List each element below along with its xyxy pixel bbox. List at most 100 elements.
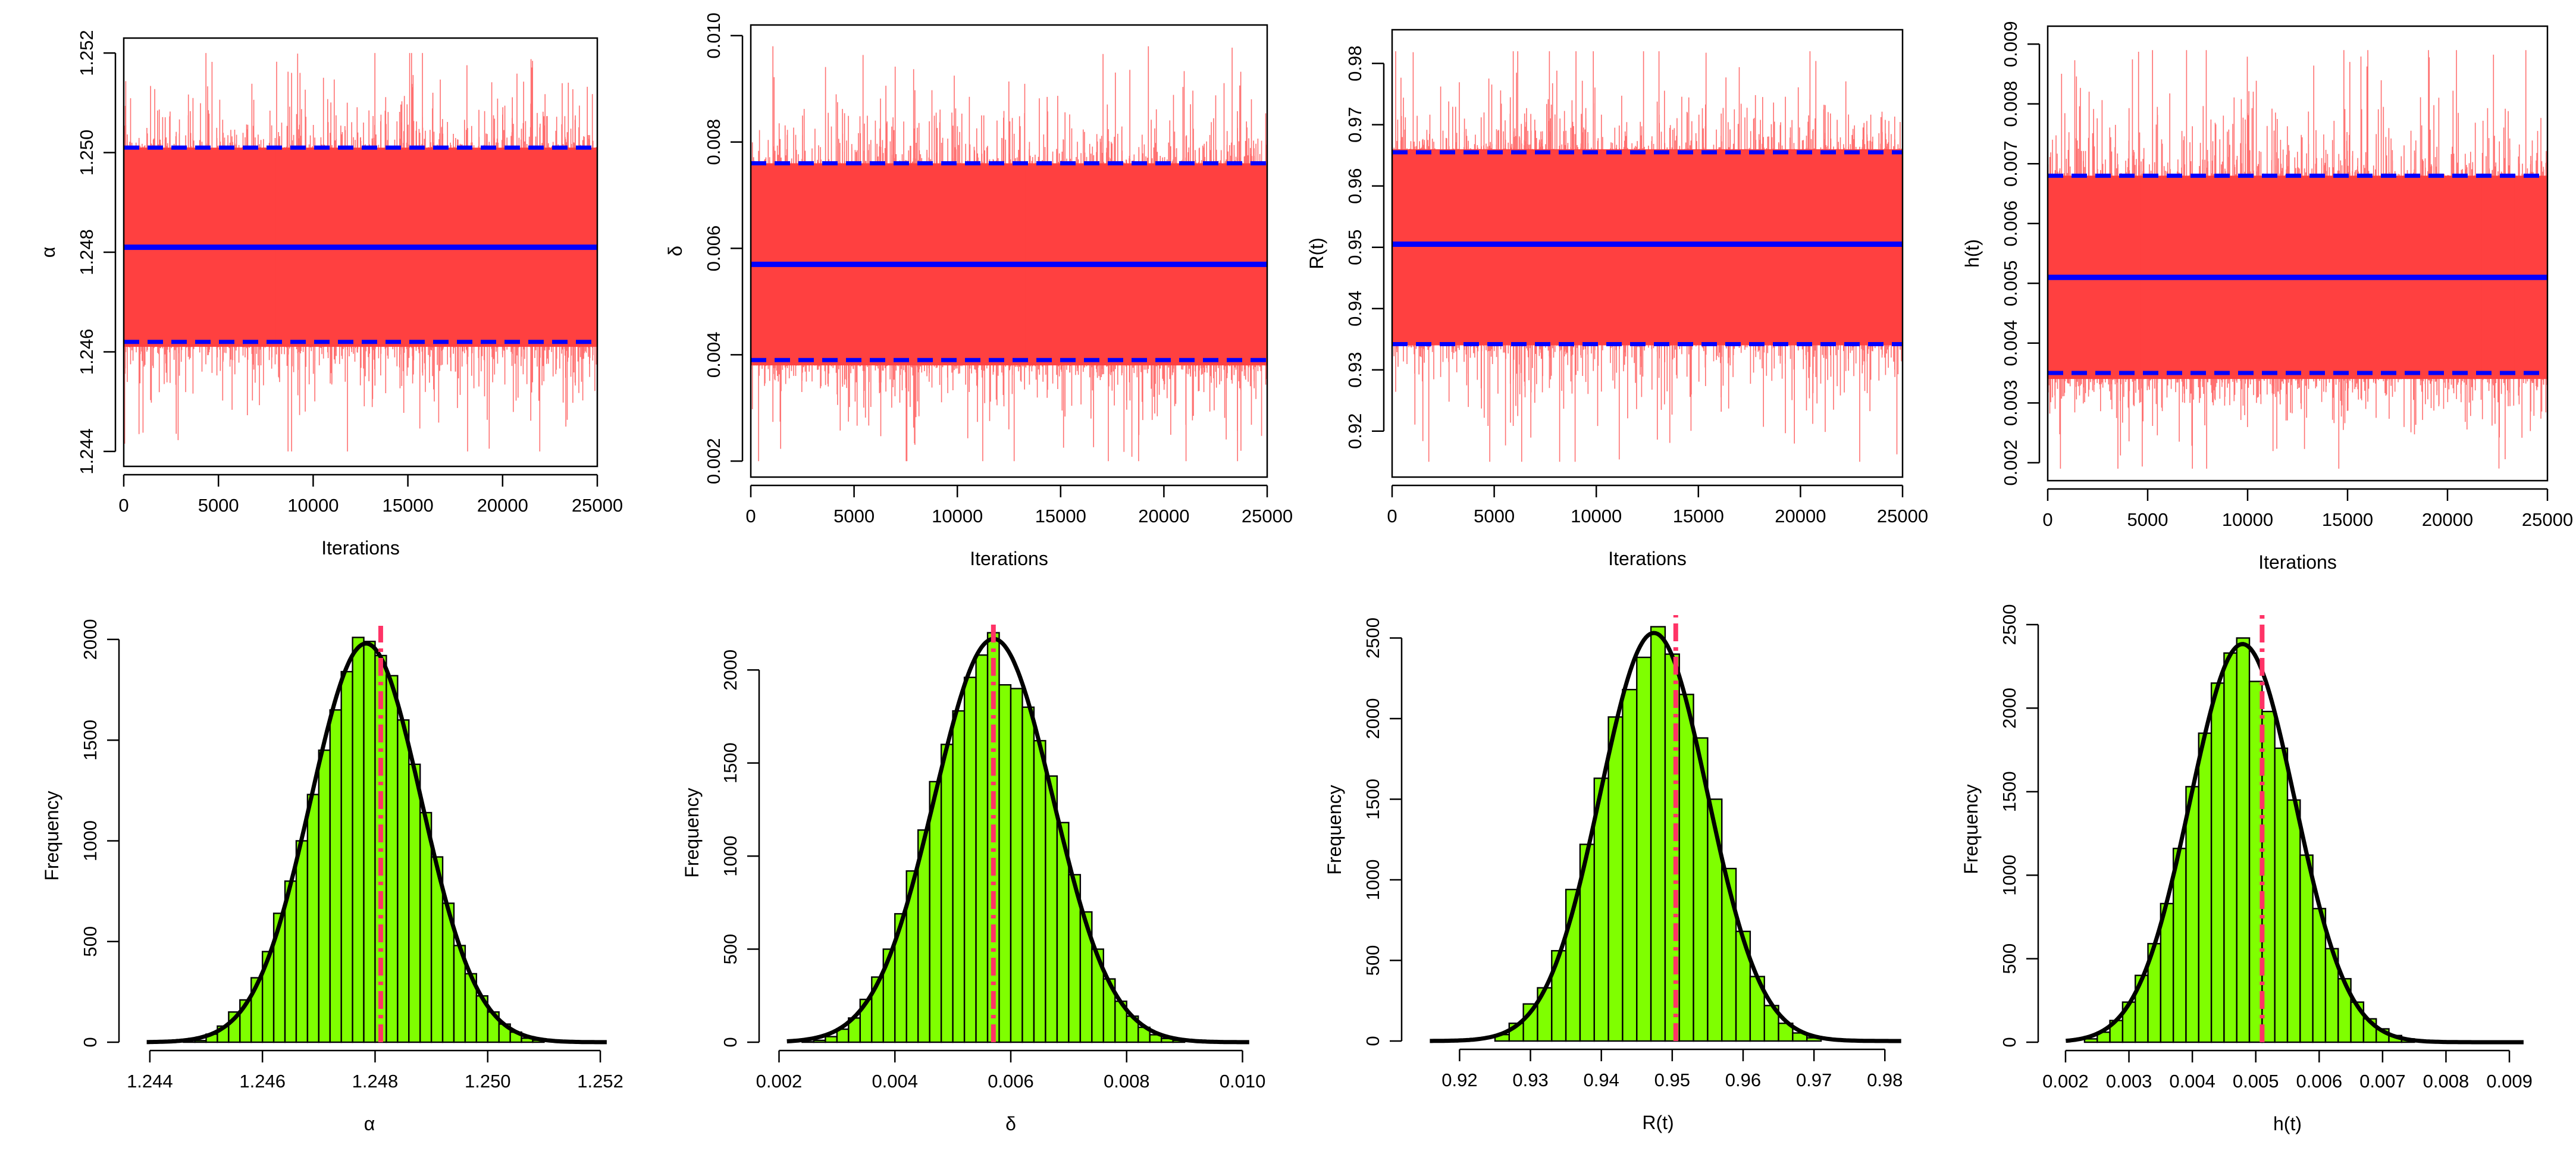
x-tick-label: 0	[118, 495, 129, 516]
y-tick-label: 0.96	[1345, 168, 1365, 204]
x-tick-label: 1.246	[239, 1071, 286, 1092]
histogram-bar	[940, 744, 954, 1043]
histogram-bar	[194, 1040, 207, 1043]
histogram-bar	[363, 641, 376, 1043]
x-tick-label: 0	[1387, 506, 1397, 526]
x-tick-label: 15000	[382, 495, 433, 516]
x-tick-label: 0.93	[1512, 1070, 1548, 1090]
x-tick-label: 0.97	[1796, 1070, 1832, 1090]
y-axis-label: α	[37, 247, 59, 258]
trace-spikes	[1393, 51, 1903, 462]
y-axis-label: δ	[665, 246, 686, 256]
y-tick-label: 2000	[80, 619, 101, 660]
x-tick-label: 15000	[1035, 506, 1086, 526]
x-tick-label: 0.95	[1654, 1070, 1690, 1090]
x-tick-label: 0	[2042, 509, 2052, 530]
y-tick-label: 0.010	[703, 12, 724, 59]
trace-plot-1: 0 5000 10000 15000 20000 25000 Iterations 1.244…	[37, 30, 623, 559]
y-tick-label: 2000	[1362, 698, 1383, 739]
x-tick-label: 20000	[1775, 506, 1826, 526]
histogram-bar	[295, 840, 309, 1043]
y-tick-label: 2000	[720, 650, 741, 691]
y-tick-label: 2000	[1999, 688, 2020, 729]
x-tick-label: 0.005	[2233, 1071, 2279, 1092]
histogram-bar	[397, 719, 410, 1043]
x-axis-label: α	[364, 1113, 375, 1134]
y-tick-label: 0.004	[2000, 320, 2021, 366]
histogram-bar	[952, 710, 966, 1043]
histogram-bar	[998, 684, 1012, 1043]
x-tick-label: 0.94	[1584, 1070, 1619, 1090]
y-tick-label: 500	[1362, 945, 1383, 976]
y-tick-label: 1000	[720, 836, 741, 877]
x-tick-label: 1.252	[577, 1071, 623, 1092]
x-tick-label: 0.010	[1220, 1071, 1266, 1092]
x-axis-label: Iterations	[1608, 548, 1687, 569]
trace-plot-3: 0 5000 10000 15000 20000 25000 Iterations 0.92 0…	[1306, 29, 1928, 569]
y-tick-label: 1500	[1999, 771, 2020, 812]
histogram-bar	[813, 1039, 826, 1043]
histogram-bar	[2286, 799, 2301, 1043]
histogram-bar	[825, 1036, 838, 1043]
y-tick-label: 1.250	[76, 130, 97, 176]
x-tick-label: 0.004	[872, 1071, 918, 1092]
density-curve	[786, 637, 1249, 1045]
x-axis-label: δ	[1005, 1113, 1016, 1134]
histogram-bar	[352, 637, 365, 1043]
x-tick-label: 15000	[1673, 506, 1724, 526]
x-tick-label: 25000	[1877, 506, 1928, 526]
y-tick-label: 500	[720, 934, 741, 965]
histogram-bar	[1636, 656, 1652, 1042]
y-tick-label: 1000	[1999, 855, 2020, 896]
y-tick-label: 0.005	[2000, 260, 2021, 306]
y-tick-label: 1500	[720, 742, 741, 783]
histogram-bar	[1607, 716, 1624, 1042]
x-tick-label: 5000	[2127, 509, 2168, 530]
y-tick-label: 1.244	[76, 428, 97, 475]
x-tick-label: 0.009	[2486, 1071, 2533, 1092]
x-tick-label: 1.244	[127, 1071, 173, 1092]
x-tick-label: 0.002	[2042, 1071, 2089, 1092]
y-axis-label: Frequency	[1960, 784, 1982, 874]
y-tick-label: 0.92	[1345, 413, 1365, 449]
y-tick-label: 0.006	[2000, 200, 2021, 247]
x-axis-label: Iterations	[321, 537, 400, 559]
plot-frame	[123, 37, 598, 468]
histogram-bar	[1010, 688, 1023, 1043]
plot-frame	[750, 24, 1268, 478]
histogram-plot-8: 0.002 0.003 0.004 0.005 0.006 0.007 0.008 0.009…	[1960, 604, 2533, 1134]
trace-plot-4: 0 5000 10000 15000 20000 25000 Iterations 0.002…	[1961, 21, 2573, 573]
x-tick-label: 0.008	[2423, 1071, 2470, 1092]
histogram-bar	[386, 675, 399, 1043]
x-tick-label: 0.006	[2296, 1071, 2343, 1092]
x-tick-label: 10000	[2222, 509, 2273, 530]
x-tick-label: 20000	[477, 495, 528, 516]
x-tick-label: 10000	[932, 506, 983, 526]
x-tick-label: 0.002	[756, 1071, 803, 1092]
histogram-bar	[419, 811, 433, 1043]
histogram-plot-5: 1.244 1.246 1.248 1.250 1.252 α 0 500 1000 1500 20…	[41, 619, 623, 1134]
x-tick-label: 5000	[198, 495, 239, 516]
x-tick-label: 0	[745, 506, 756, 526]
y-tick-label: 0.008	[703, 119, 724, 165]
y-tick-label: 0.003	[2000, 380, 2021, 427]
x-tick-label: 0.004	[2169, 1071, 2215, 1092]
y-tick-label: 1.252	[76, 30, 97, 76]
y-tick-label: 1.246	[76, 329, 97, 375]
histogram-bar	[2210, 682, 2225, 1043]
x-axis-label: h(t)	[2273, 1113, 2302, 1134]
density-curve	[146, 641, 607, 1045]
plot-frame	[1391, 29, 1904, 478]
x-tick-label: 1.248	[352, 1071, 399, 1092]
y-tick-label: 1.248	[76, 229, 97, 275]
x-tick-label: 0.003	[2106, 1071, 2152, 1092]
histogram-bar	[2185, 786, 2199, 1043]
histogram-bar	[2172, 848, 2187, 1043]
x-axis-label: Iterations	[2258, 551, 2337, 573]
x-tick-label: 25000	[572, 495, 623, 516]
y-tick-label: 0.004	[703, 332, 724, 378]
histogram-bar	[2223, 652, 2237, 1043]
y-tick-label: 0.006	[703, 225, 724, 272]
x-tick-label: 0.96	[1725, 1070, 1761, 1090]
histogram-bar	[2198, 732, 2213, 1043]
